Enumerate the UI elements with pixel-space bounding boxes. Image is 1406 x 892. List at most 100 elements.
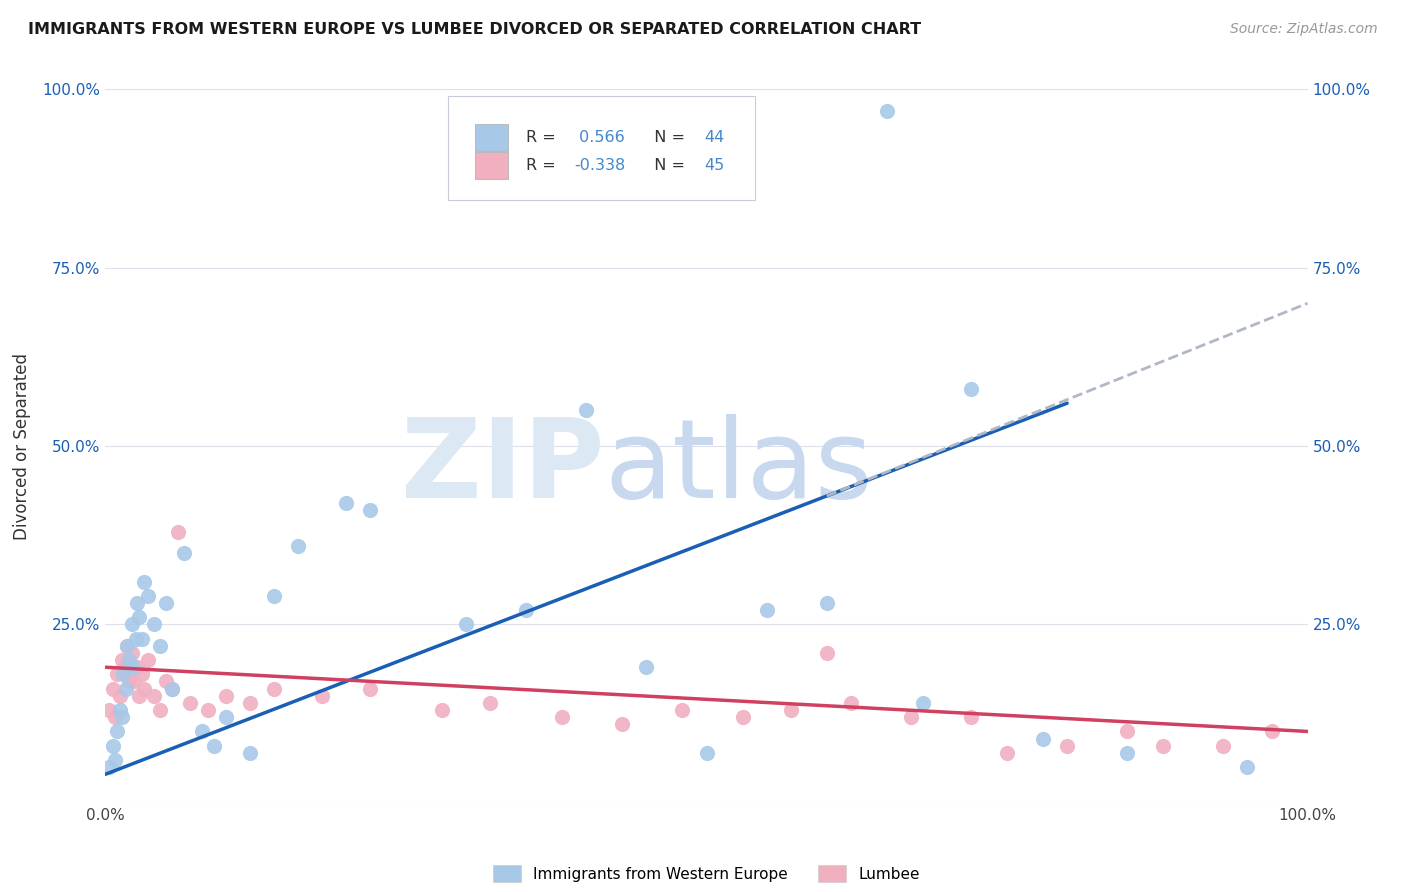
Point	[995, 746, 1018, 760]
Point	[214, 689, 236, 703]
Point	[515, 603, 537, 617]
Text: IMMIGRANTS FROM WESTERN EUROPE VS LUMBEE DIVORCED OR SEPARATED CORRELATION CHART: IMMIGRANTS FROM WESTERN EUROPE VS LUMBEE…	[28, 22, 921, 37]
Point	[239, 696, 262, 710]
Point	[575, 403, 598, 417]
Point	[551, 710, 574, 724]
Point	[125, 596, 148, 610]
Point	[636, 660, 658, 674]
Point	[1116, 746, 1139, 760]
Point	[148, 703, 170, 717]
Point	[101, 739, 124, 753]
Point	[900, 710, 922, 724]
Point	[136, 589, 159, 603]
Text: N =: N =	[644, 130, 690, 145]
Point	[479, 696, 502, 710]
Point	[190, 724, 212, 739]
Y-axis label: Divorced or Separated: Divorced or Separated	[14, 352, 31, 540]
Text: R =: R =	[526, 130, 561, 145]
Point	[359, 681, 381, 696]
Point	[815, 596, 838, 610]
Point	[124, 632, 146, 646]
Point	[115, 681, 138, 696]
Point	[114, 660, 136, 674]
Point	[142, 689, 165, 703]
Point	[960, 710, 983, 724]
FancyBboxPatch shape	[449, 96, 755, 200]
Legend: Immigrants from Western Europe, Lumbee: Immigrants from Western Europe, Lumbee	[488, 859, 925, 888]
Point	[104, 710, 127, 724]
Point	[671, 703, 693, 717]
Point	[696, 746, 718, 760]
Point	[839, 696, 862, 710]
Point	[1152, 739, 1174, 753]
Point	[118, 674, 141, 689]
Point	[112, 667, 135, 681]
Point	[166, 524, 188, 539]
Point	[131, 632, 153, 646]
Point	[118, 653, 141, 667]
Point	[202, 739, 225, 753]
Point	[960, 382, 983, 396]
Point	[107, 667, 129, 681]
Point	[155, 674, 177, 689]
Point	[125, 660, 148, 674]
Point	[104, 753, 127, 767]
Point	[311, 689, 333, 703]
Point	[815, 646, 838, 660]
Point	[612, 717, 634, 731]
Point	[179, 696, 201, 710]
Point	[214, 710, 236, 724]
Point	[142, 617, 165, 632]
Text: -0.338: -0.338	[574, 158, 626, 173]
Point	[121, 646, 143, 660]
Point	[108, 689, 131, 703]
Point	[108, 703, 131, 717]
Text: ZIP: ZIP	[401, 414, 605, 521]
Point	[335, 496, 357, 510]
Point	[911, 696, 934, 710]
Point	[173, 546, 195, 560]
Point	[287, 539, 309, 553]
Point	[1116, 724, 1139, 739]
Point	[454, 617, 477, 632]
Point	[430, 703, 453, 717]
Point	[98, 703, 121, 717]
Point	[876, 103, 898, 118]
Point	[1056, 739, 1078, 753]
Point	[148, 639, 170, 653]
Point	[197, 703, 219, 717]
Point	[107, 724, 129, 739]
Text: 0.566: 0.566	[574, 130, 626, 145]
Point	[111, 653, 134, 667]
Text: Source: ZipAtlas.com: Source: ZipAtlas.com	[1230, 22, 1378, 37]
Text: R =: R =	[526, 158, 561, 173]
Point	[98, 760, 121, 774]
Point	[731, 710, 754, 724]
Point	[121, 617, 143, 632]
Point	[1260, 724, 1282, 739]
Point	[779, 703, 801, 717]
Point	[359, 503, 381, 517]
Point	[1032, 731, 1054, 746]
Point	[155, 596, 177, 610]
Point	[131, 667, 153, 681]
Point	[263, 589, 285, 603]
Point	[160, 681, 183, 696]
Text: 45: 45	[704, 158, 724, 173]
Text: 44: 44	[704, 130, 724, 145]
Text: N =: N =	[644, 158, 690, 173]
Point	[115, 639, 138, 653]
Point	[124, 674, 146, 689]
Point	[263, 681, 285, 696]
Point	[239, 746, 262, 760]
Point	[755, 603, 778, 617]
Point	[132, 681, 155, 696]
FancyBboxPatch shape	[474, 152, 508, 179]
Point	[101, 681, 124, 696]
Point	[1236, 760, 1258, 774]
Text: atlas: atlas	[605, 414, 873, 521]
Point	[136, 653, 159, 667]
FancyBboxPatch shape	[474, 124, 508, 152]
Point	[128, 689, 150, 703]
Point	[1212, 739, 1234, 753]
